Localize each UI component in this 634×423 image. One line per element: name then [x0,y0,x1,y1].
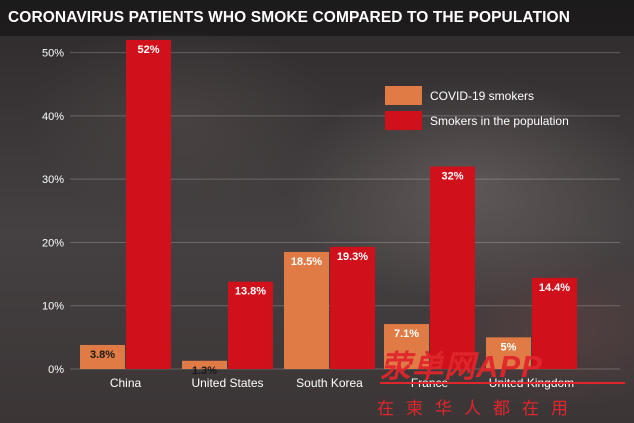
population-smokers-bar [228,281,273,369]
bars [80,39,577,370]
title-bar: CORONAVIRUS PATIENTS WHO SMOKE COMPARED … [0,0,634,36]
y-tick-label: 0% [48,364,64,376]
watermark-divider [380,382,625,384]
watermark-tagline: 在柬华人都在用 [377,399,580,419]
data-label: 52% [137,44,159,56]
y-tick-label: 50% [42,48,64,60]
watermark-logo-text: 荥单网APP [380,349,543,384]
covid-smokers-bar [80,344,125,369]
data-label: 7.1% [394,328,419,340]
y-axis-ticks: 0% 10% 20% 30% 40% 50% [42,48,64,376]
data-label: 1.3% [192,365,217,377]
data-label: 32% [441,171,463,183]
y-tick-label: 10% [42,301,64,313]
population-smokers-bar [532,277,577,369]
data-label: 13.8% [235,286,266,298]
chart-title: CORONAVIRUS PATIENTS WHO SMOKE COMPARED … [8,9,570,26]
population-smokers-bar [330,246,375,369]
category-label: United States [191,376,263,390]
legend-swatch-population [385,111,422,130]
y-tick-label: 30% [42,174,64,186]
data-label: 14.4% [539,282,570,294]
category-label: China [110,376,142,390]
population-smokers-bar [430,166,475,369]
data-label: 18.5% [291,256,322,268]
population-smokers-bar [126,39,171,370]
data-label: 19.3% [337,251,368,263]
y-tick-label: 20% [42,237,64,249]
legend-label: Smokers in the population [430,114,569,128]
category-label: South Korea [296,376,363,390]
data-label: 3.8% [90,349,115,361]
covid-smokers-bar [284,251,329,369]
covid-smokers-bar [384,324,429,369]
legend-swatch-covid [385,86,422,105]
legend-label: COVID-19 smokers [430,89,534,103]
covid-smokers-bar [182,360,227,369]
covid-smokers-bar [486,337,531,369]
data-label: 5% [501,341,517,353]
legend: COVID-19 smokers Smokers in the populatio… [385,86,569,130]
data-labels: 3.8% 52% 1.3% 13.8% 18.5% 19.3% 7.1% 32% 5% 14.4% [90,44,570,377]
y-tick-label: 40% [42,111,64,123]
